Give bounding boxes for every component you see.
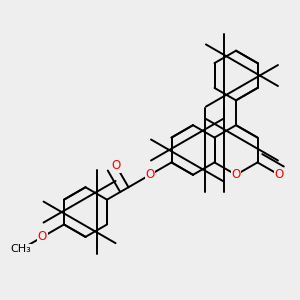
Text: O: O <box>274 168 284 181</box>
Text: CH₃: CH₃ <box>11 244 32 254</box>
Text: O: O <box>112 159 121 172</box>
Text: O: O <box>38 230 47 243</box>
Text: O: O <box>231 168 241 181</box>
Text: O: O <box>146 168 154 181</box>
